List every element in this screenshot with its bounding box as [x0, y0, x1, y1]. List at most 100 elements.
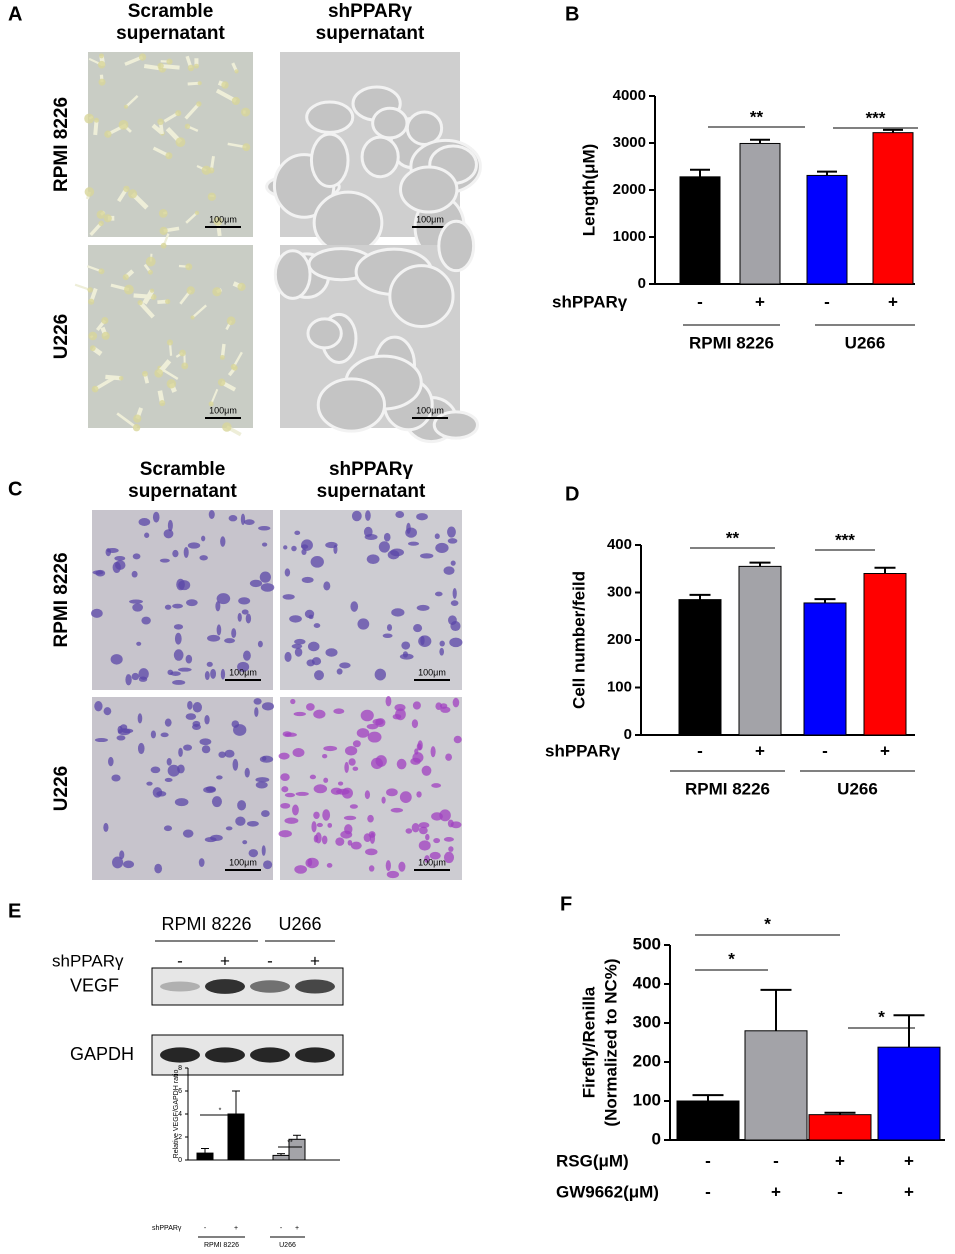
cell — [145, 256, 156, 267]
stained-cell — [381, 796, 386, 804]
cell — [94, 117, 99, 123]
scale-bar-label: 100μm — [418, 857, 446, 867]
stained-cell — [439, 809, 451, 822]
cell-strand — [191, 304, 207, 319]
scale-bar-label: 100μm — [229, 857, 257, 867]
stained-cell — [110, 654, 123, 665]
stained-cell — [337, 781, 344, 786]
cell-strand — [184, 102, 201, 120]
stained-cell — [284, 817, 299, 824]
stained-cell — [364, 790, 371, 800]
treatment-sign: - — [697, 741, 703, 760]
cell — [84, 187, 95, 197]
blot-band — [250, 980, 290, 993]
stained-cell — [416, 791, 422, 798]
stained-cell — [211, 796, 222, 808]
cell — [150, 293, 157, 300]
stained-cell — [243, 650, 251, 661]
treatment-sign: + — [295, 1225, 299, 1232]
cell — [237, 282, 246, 291]
y-axis-title: (Normalized to NC%) — [601, 958, 620, 1126]
stained-cell — [185, 654, 193, 664]
stained-cell — [201, 535, 206, 542]
group-label: RPMI 8226 — [204, 1242, 239, 1249]
column-header: supernatant — [317, 481, 426, 502]
stained-cell — [351, 510, 362, 522]
stained-cell — [253, 698, 262, 705]
stained-cell — [283, 545, 288, 550]
cell — [166, 379, 177, 389]
stained-cell — [374, 668, 387, 681]
stained-cell — [347, 839, 353, 846]
panel-label: C — [8, 478, 22, 500]
stained-cell — [367, 731, 382, 743]
cell-strand — [116, 412, 138, 429]
stained-cell — [103, 707, 112, 716]
stained-cell — [125, 674, 132, 686]
stained-cell — [284, 651, 292, 663]
significance-mark: ** — [726, 528, 740, 547]
stained-cell — [263, 860, 273, 870]
stained-cell — [413, 624, 423, 633]
stained-cell — [237, 612, 242, 622]
panel-label: A — [8, 3, 22, 25]
stained-cell — [344, 745, 358, 756]
tube-loop — [388, 264, 455, 328]
column-header: supernatant — [316, 23, 425, 44]
stained-cell — [365, 848, 378, 856]
stained-cell — [323, 745, 338, 752]
micrograph: 100μm — [84, 52, 253, 237]
treatment-sign: + — [880, 741, 890, 760]
stained-cell — [108, 756, 114, 767]
stained-cell — [411, 719, 419, 729]
treatment-sign: + — [755, 741, 765, 760]
stained-cell — [431, 783, 442, 788]
stained-cell — [103, 822, 109, 832]
y-tick-label: 0 — [624, 726, 632, 743]
stained-cell — [344, 761, 349, 774]
panel-label: D — [565, 483, 579, 505]
stained-cell — [261, 702, 275, 711]
stained-cell — [360, 709, 374, 722]
stained-cell — [231, 628, 237, 639]
stained-cell — [172, 679, 186, 685]
cell — [175, 137, 186, 148]
stained-cell — [294, 647, 303, 657]
cell — [142, 370, 148, 377]
stained-cell — [260, 583, 275, 592]
bar — [678, 599, 722, 736]
stained-cell — [224, 749, 235, 758]
stained-cell — [291, 643, 303, 649]
stained-cell — [210, 668, 217, 679]
tube-loop — [399, 165, 459, 214]
stained-cell — [336, 668, 343, 675]
stained-cell — [294, 530, 301, 536]
significance-mark: * — [878, 1007, 885, 1026]
treatment-sign: + — [904, 1151, 914, 1170]
stained-cell — [335, 837, 345, 846]
stained-cell — [322, 753, 328, 759]
stained-cell — [363, 526, 373, 538]
stained-cell — [316, 822, 323, 828]
stained-cell — [198, 858, 205, 867]
stained-cell — [453, 735, 462, 744]
cell — [98, 220, 104, 227]
stained-cell — [293, 711, 306, 717]
cell — [242, 143, 251, 152]
stained-cell — [435, 702, 443, 710]
stained-cell — [216, 593, 231, 605]
stained-cell — [314, 670, 324, 681]
stained-cell — [416, 604, 430, 611]
treatment-sign: + — [220, 951, 230, 970]
cell — [101, 316, 109, 325]
stained-cell — [177, 764, 185, 774]
stained-cell — [172, 603, 183, 609]
tube-loop — [371, 106, 409, 140]
treatment-sign: - — [177, 951, 183, 970]
stained-cell — [414, 748, 419, 755]
stained-cell — [220, 536, 226, 547]
stained-cell — [421, 765, 432, 776]
stained-cell — [378, 541, 390, 553]
treatment-sign: + — [771, 1182, 781, 1201]
stained-cell — [261, 810, 270, 817]
